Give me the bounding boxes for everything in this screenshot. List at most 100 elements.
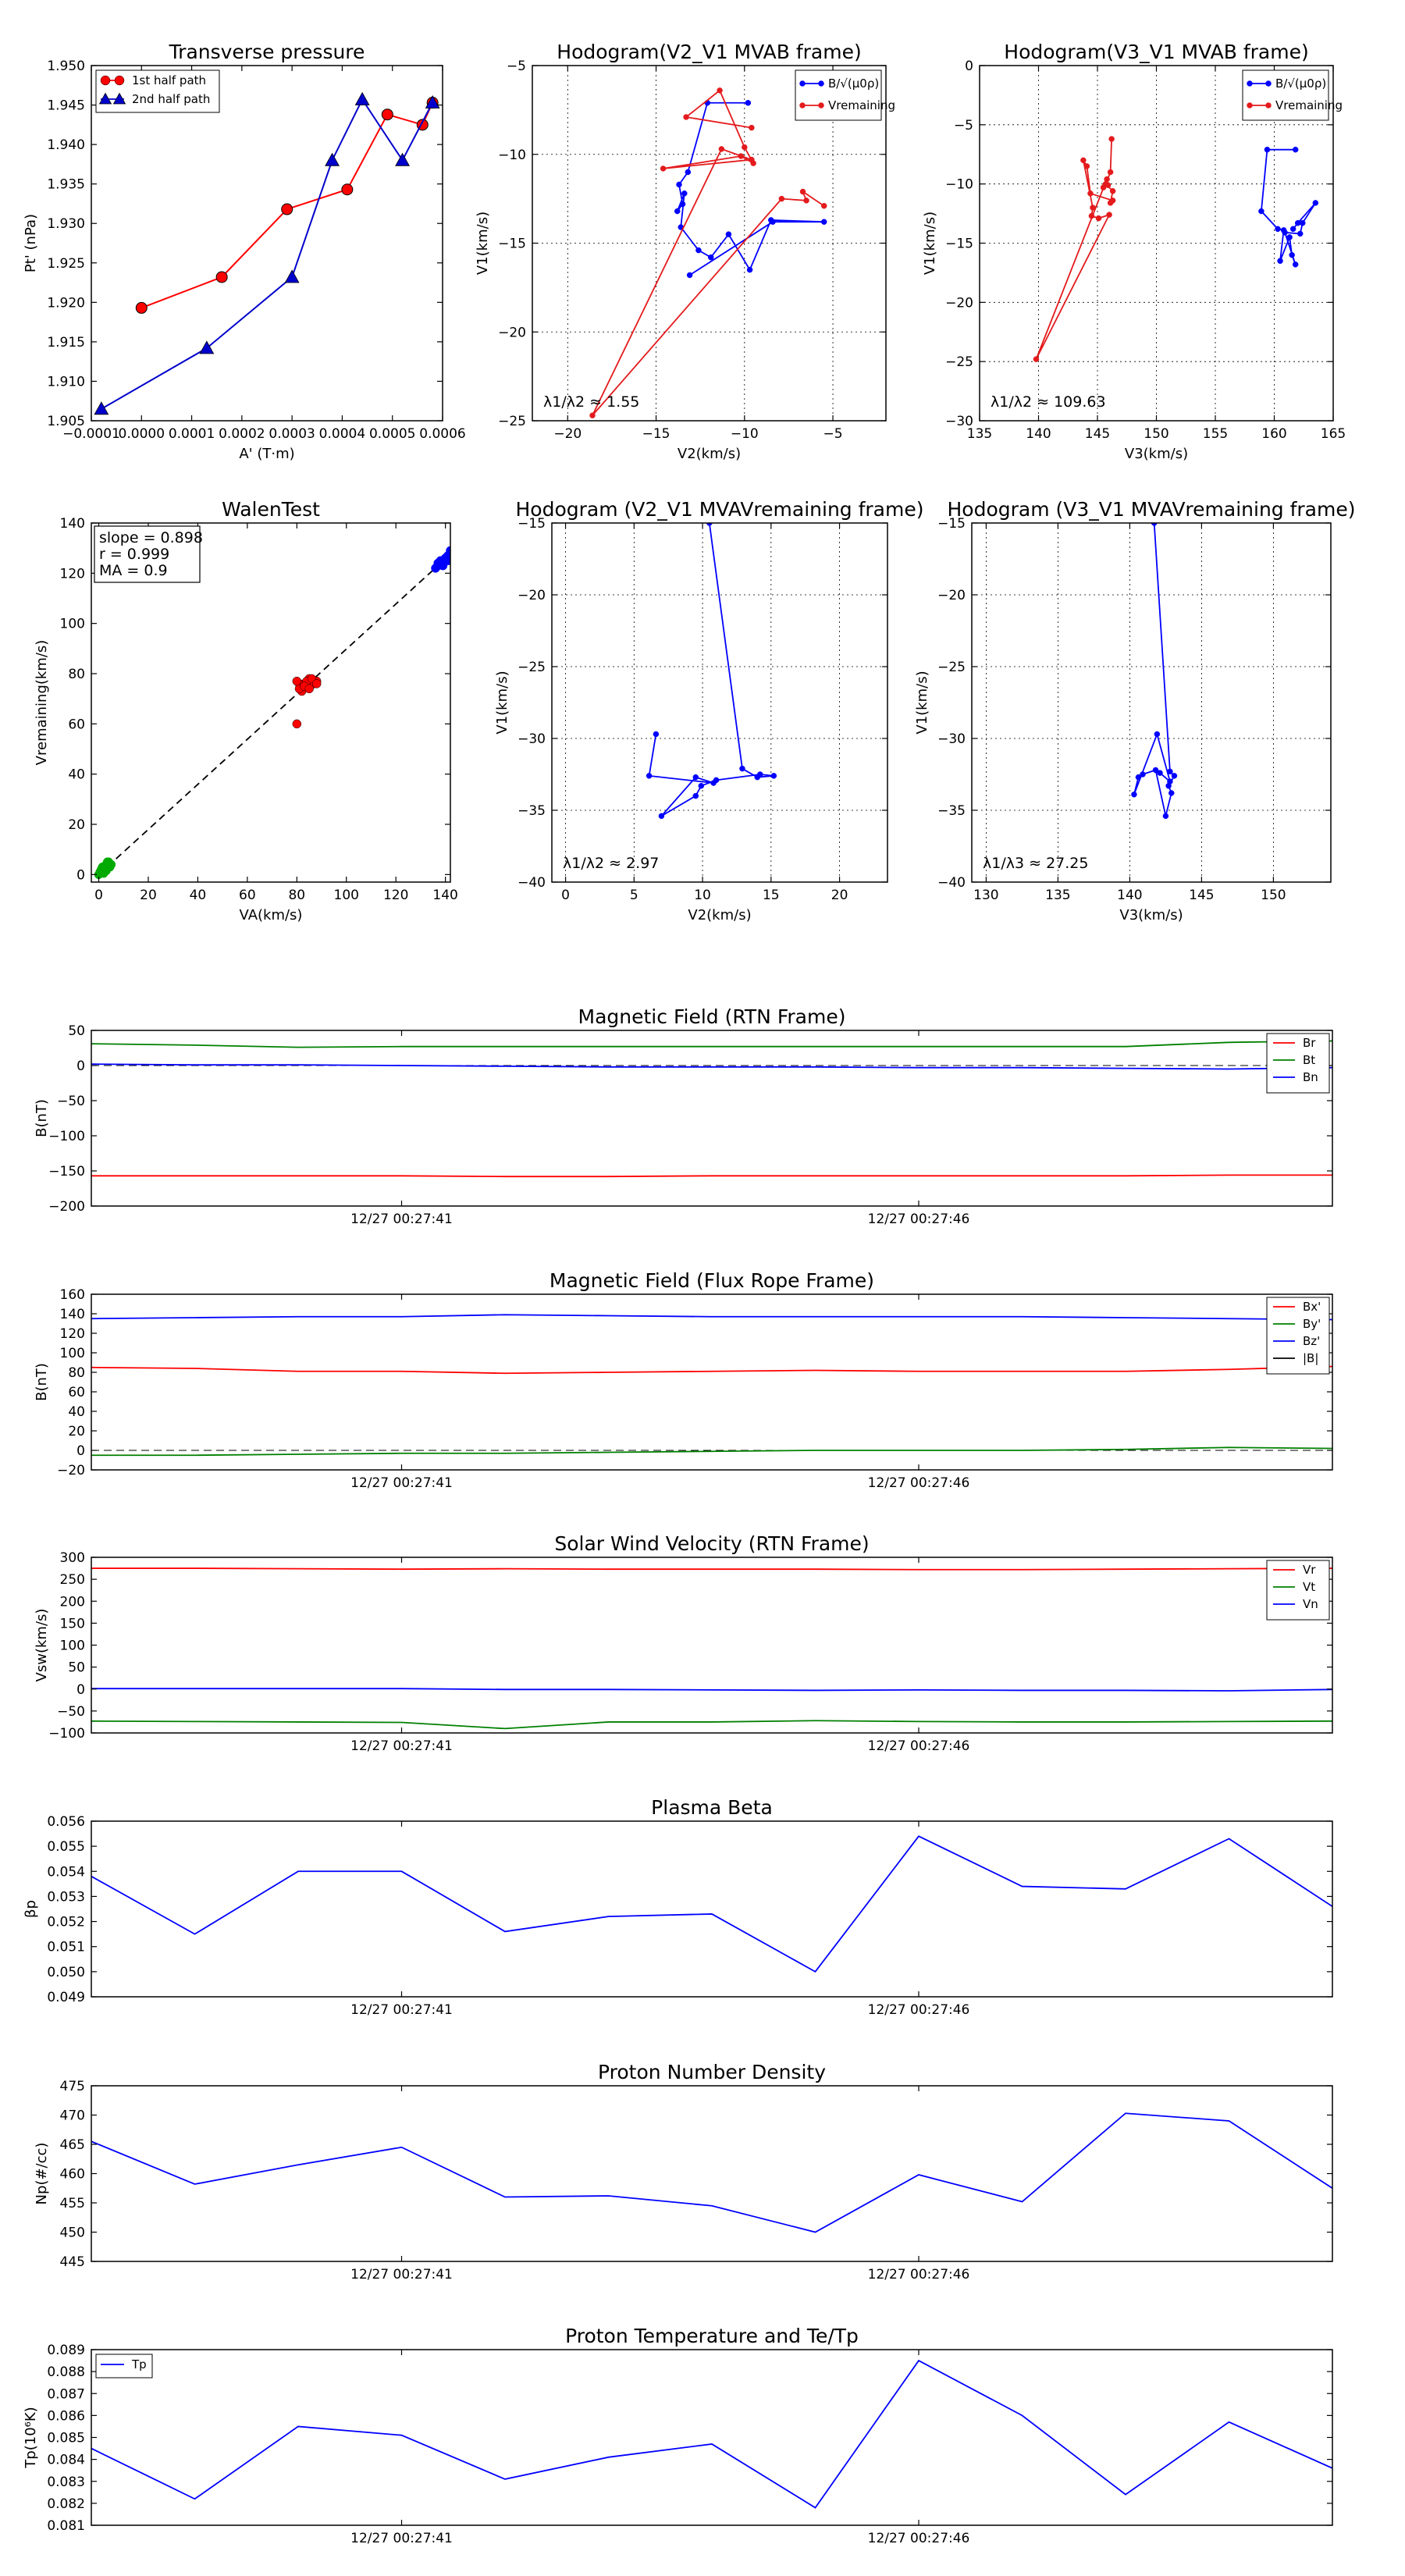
legend-marker bbox=[100, 75, 111, 86]
legend-marker bbox=[818, 102, 824, 109]
plot-area bbox=[91, 2086, 1332, 2261]
x-tick-label: 145 bbox=[1189, 888, 1214, 903]
data-point bbox=[1106, 212, 1112, 218]
data-point bbox=[746, 266, 753, 273]
y-axis-label: Tp(10⁶K) bbox=[23, 2407, 39, 2468]
eigenvalue-ratio-annotation: λ1/λ3 ≈ 27.25 bbox=[983, 855, 1088, 872]
chart-p7: 12/27 00:27:41 12/27 00:27:46 −20 0 20 40 60 80… bbox=[34, 1269, 1333, 1491]
data-point bbox=[1275, 226, 1281, 233]
data-point bbox=[695, 247, 702, 254]
chart-title: Plasma Beta bbox=[651, 1796, 773, 1819]
y-tick-label: 0.056 bbox=[47, 1814, 85, 1830]
data-point bbox=[1154, 731, 1161, 738]
walen-info-line: MA = 0.9 bbox=[99, 562, 168, 579]
y-tick-label: −30 bbox=[945, 414, 973, 429]
legend-marker bbox=[818, 80, 824, 87]
data-point bbox=[803, 197, 809, 204]
data-layer bbox=[91, 1040, 1332, 1178]
series-line-bt bbox=[91, 1040, 1332, 1048]
data-point bbox=[1297, 230, 1304, 237]
x-tick-label: 0.0006 bbox=[419, 426, 465, 442]
y-tick-label: −20 bbox=[945, 295, 973, 311]
y-tick-label: 100 bbox=[60, 617, 85, 632]
y-tick-label: 1.940 bbox=[47, 137, 85, 153]
chart-title: Proton Number Density bbox=[598, 2061, 826, 2083]
chart-p6: 12/27 00:27:41 12/27 00:27:46 −200 −150 −100… bbox=[34, 1005, 1333, 1227]
x-axis-label: V3(km/s) bbox=[1125, 446, 1188, 462]
data-point bbox=[199, 340, 215, 354]
legend-marker bbox=[114, 75, 125, 86]
legend-box bbox=[1266, 1297, 1330, 1375]
y-tick-label: 140 bbox=[60, 1307, 85, 1322]
x-axis-label: V2(km/s) bbox=[678, 446, 741, 462]
data-point bbox=[799, 188, 806, 195]
data-point bbox=[1087, 190, 1094, 197]
plot-area bbox=[91, 66, 443, 421]
y-tick-label: −40 bbox=[518, 875, 546, 891]
data-layer bbox=[91, 2112, 1332, 2233]
y-tick-label: 150 bbox=[60, 1616, 85, 1631]
y-tick-label: 0.087 bbox=[47, 2386, 85, 2402]
chart-title: Magnetic Field (RTN Frame) bbox=[578, 1005, 846, 1028]
data-point bbox=[710, 780, 717, 786]
x-tick-label: 120 bbox=[383, 888, 408, 903]
legend-label: Bt bbox=[1303, 1053, 1315, 1067]
x-tick-label: 12/27 00:27:41 bbox=[350, 2002, 453, 2018]
x-tick-label: 140 bbox=[1117, 888, 1142, 903]
data-point bbox=[1131, 792, 1137, 798]
data-point bbox=[1088, 212, 1095, 219]
walen-info-line: r = 0.999 bbox=[99, 546, 169, 563]
data-point bbox=[646, 773, 653, 779]
data-point bbox=[102, 857, 112, 867]
y-tick-label: 1.925 bbox=[47, 256, 85, 272]
x-tick-label: 12/27 00:27:41 bbox=[350, 1475, 453, 1491]
data-point bbox=[685, 169, 692, 176]
legend-label: Vt bbox=[1303, 1580, 1315, 1594]
x-tick-label: −15 bbox=[642, 426, 670, 442]
y-tick-label: 0 bbox=[76, 867, 85, 883]
legend-marker bbox=[1247, 102, 1253, 109]
y-tick-label: 250 bbox=[60, 1572, 85, 1588]
y-tick-label: 0.050 bbox=[47, 1965, 85, 1980]
x-tick-label: 10 bbox=[694, 888, 711, 903]
data-point bbox=[745, 100, 752, 106]
data-point bbox=[1080, 157, 1087, 164]
x-tick-label: 150 bbox=[1261, 888, 1286, 903]
legend-label: |B| bbox=[1303, 1351, 1318, 1365]
y-axis-label: B(nT) bbox=[34, 1099, 50, 1137]
data-layer bbox=[91, 1567, 1332, 1730]
data-point bbox=[686, 272, 693, 279]
data-point bbox=[589, 412, 596, 418]
y-axis-label: Vsw(km/s) bbox=[34, 1609, 50, 1682]
series-line-vremaining bbox=[592, 89, 825, 416]
plot-area bbox=[532, 66, 886, 421]
x-tick-label: 135 bbox=[1045, 888, 1070, 903]
y-tick-label: 475 bbox=[60, 2079, 85, 2094]
x-tick-label: 80 bbox=[288, 888, 305, 903]
x-tick-label: 20 bbox=[140, 888, 157, 903]
data-point bbox=[778, 195, 785, 202]
data-point bbox=[770, 219, 776, 225]
data-point bbox=[94, 401, 109, 415]
data-point bbox=[1162, 813, 1169, 820]
x-tick-label: 0.0000 bbox=[119, 426, 165, 442]
y-tick-label: 60 bbox=[68, 1385, 85, 1400]
data-point bbox=[1312, 200, 1319, 206]
data-point bbox=[284, 269, 300, 283]
series-line-bx bbox=[91, 1365, 1332, 1375]
y-tick-label: −15 bbox=[518, 516, 546, 532]
series-line-by bbox=[91, 1446, 1332, 1457]
x-tick-label: 140 bbox=[1026, 426, 1051, 442]
chart-p9: 12/27 00:27:41 12/27 00:27:46 0.049 0.050 0.… bbox=[23, 1796, 1333, 2018]
series-line-vt bbox=[91, 1720, 1332, 1730]
y-tick-label: 0.051 bbox=[47, 1940, 85, 1955]
data-point bbox=[653, 731, 660, 738]
y-tick-label: 80 bbox=[68, 667, 85, 682]
y-axis-label: V1(km/s) bbox=[475, 212, 491, 275]
y-tick-label: −30 bbox=[518, 731, 546, 747]
y-tick-label: 465 bbox=[60, 2137, 85, 2153]
data-point bbox=[757, 771, 763, 777]
legend-label: Bz' bbox=[1303, 1334, 1320, 1348]
